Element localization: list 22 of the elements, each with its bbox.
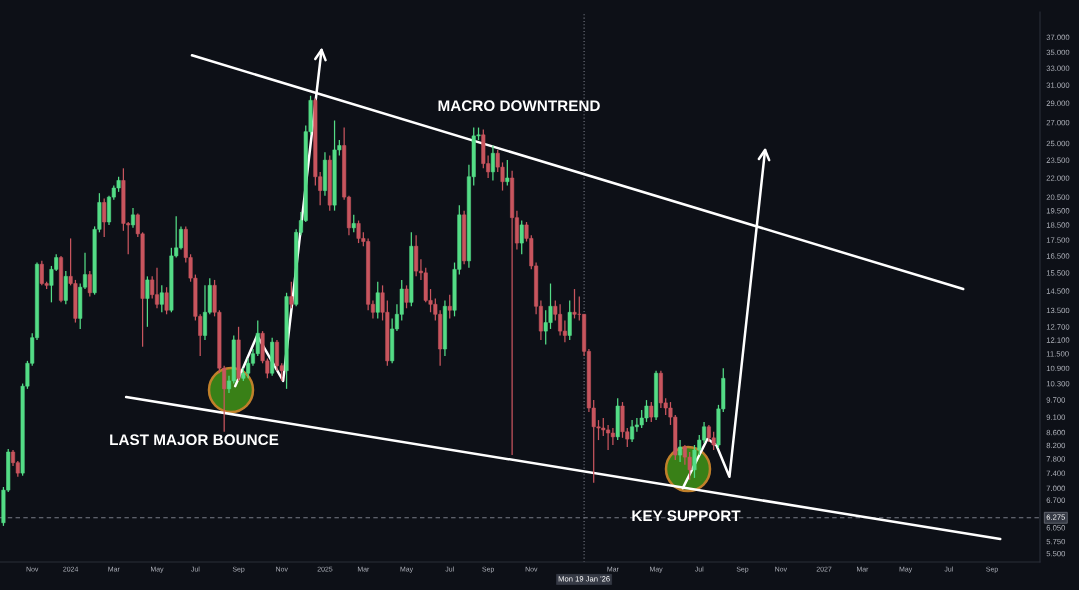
candlestick (572, 288, 577, 320)
candlestick (164, 286, 169, 315)
candlestick (145, 275, 150, 328)
candlestick (289, 281, 294, 309)
annotation: KEY SUPPORT (632, 510, 741, 522)
candlestick (375, 281, 380, 320)
annotation: MACRO DOWNTREND (438, 100, 600, 112)
candlestick (159, 284, 164, 313)
candlestick (678, 439, 683, 463)
candlestick (102, 197, 107, 238)
candlestick (404, 284, 409, 309)
candlestick (610, 427, 615, 446)
candlestick (131, 207, 135, 229)
candlestick (649, 401, 654, 423)
candlestick (87, 270, 92, 298)
candlestick (505, 159, 510, 187)
candlestick (490, 144, 495, 182)
annotation: LAST MAJOR BOUNCE (110, 434, 279, 446)
candlestick (630, 419, 635, 443)
candlestick (519, 219, 524, 255)
candlestick (447, 294, 452, 320)
candlestick (567, 299, 572, 341)
